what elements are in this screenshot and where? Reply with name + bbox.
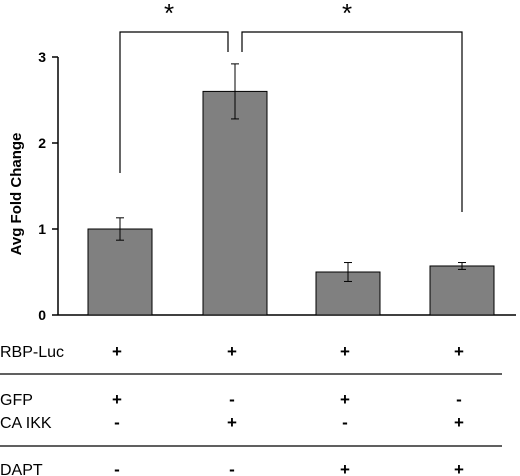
condition-sign: - xyxy=(342,413,348,432)
significance-star-2: * xyxy=(342,0,352,28)
bar-4 xyxy=(429,265,495,316)
condition-sign: - xyxy=(229,390,235,409)
condition-sign: + xyxy=(227,413,237,432)
y-tick-label: 3 xyxy=(38,49,46,65)
condition-sign: + xyxy=(454,342,464,361)
condition-sign: + xyxy=(340,460,350,476)
y-tick-label: 0 xyxy=(38,307,46,323)
y-tick-label: 1 xyxy=(38,221,46,237)
condition-label: CA IKK xyxy=(0,415,52,432)
condition-label: GFP xyxy=(0,392,33,409)
condition-sign: + xyxy=(112,342,122,361)
significance-star-1: * xyxy=(164,0,174,28)
condition-sign: - xyxy=(456,390,462,409)
significance-bracket-1 xyxy=(119,31,229,173)
condition-sign: - xyxy=(114,413,120,432)
condition-sign: - xyxy=(229,460,235,476)
plot-area: 0 1 2 3 Avg Fold Change * * xyxy=(8,0,516,323)
condition-sign: - xyxy=(114,460,120,476)
condition-label: DAPT xyxy=(0,462,43,476)
bar-1 xyxy=(87,228,153,316)
condition-sign: + xyxy=(112,390,122,409)
condition-sign: + xyxy=(340,342,350,361)
y-axis-title: Avg Fold Change xyxy=(8,133,25,256)
condition-sign: + xyxy=(227,342,237,361)
y-tick-label: 2 xyxy=(38,135,46,151)
condition-sign: + xyxy=(340,390,350,409)
condition-table: RBP-Luc + + + + GFP + - + - CA IKK - + - + DAPT - - + + xyxy=(0,342,502,476)
condition-sign: + xyxy=(454,460,464,476)
condition-sign: + xyxy=(454,413,464,432)
condition-label: RBP-Luc xyxy=(0,344,64,361)
bar-2 xyxy=(202,90,268,316)
significance-bracket-2 xyxy=(241,31,463,212)
